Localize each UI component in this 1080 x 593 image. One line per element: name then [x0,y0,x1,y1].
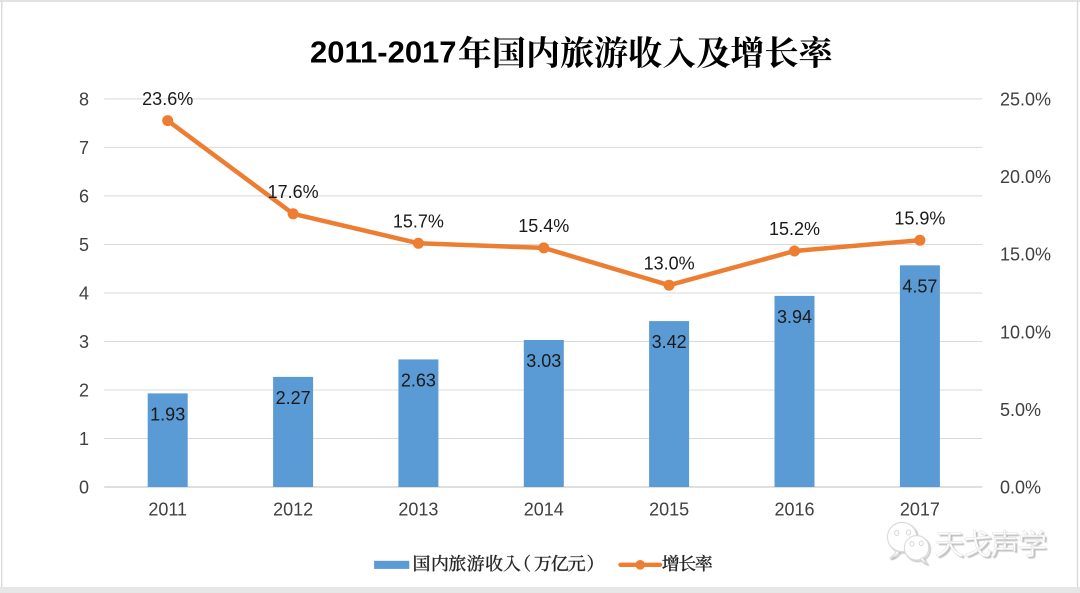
svg-text:1: 1 [79,429,89,449]
svg-text:3.42: 3.42 [652,332,687,352]
svg-text:2016: 2016 [774,500,814,520]
svg-text:23.6%: 23.6% [142,89,193,109]
svg-text:2011: 2011 [148,500,187,520]
svg-text:2013: 2013 [398,500,438,520]
svg-text:7: 7 [79,138,89,158]
svg-text:15.9%: 15.9% [894,208,945,228]
svg-text:5: 5 [79,235,89,255]
svg-text:5.0%: 5.0% [1000,400,1041,420]
svg-text:2.63: 2.63 [401,370,436,390]
svg-text:15.7%: 15.7% [393,212,444,232]
svg-text:3: 3 [79,332,89,352]
svg-text:4: 4 [79,284,89,304]
svg-text:20.0%: 20.0% [1000,167,1051,187]
svg-text:2.27: 2.27 [276,388,311,408]
svg-text:6: 6 [79,186,89,206]
svg-text:1.93: 1.93 [150,404,185,424]
svg-text:0.0%: 0.0% [1000,478,1041,498]
svg-text:15.4%: 15.4% [518,216,569,236]
svg-text:17.6%: 17.6% [268,182,319,202]
svg-text:2012: 2012 [273,500,313,520]
svg-text:4.57: 4.57 [902,276,937,296]
svg-text:2011-2017: 2011-2017 [310,35,457,70]
svg-text:2: 2 [79,381,89,401]
svg-text:2017: 2017 [900,500,940,520]
svg-text:15.0%: 15.0% [1000,245,1051,265]
svg-text:2015: 2015 [649,500,689,520]
svg-text:13.0%: 13.0% [644,253,695,273]
svg-text:2014: 2014 [524,500,564,520]
svg-text:25.0%: 25.0% [1000,89,1051,109]
svg-text:10.0%: 10.0% [1000,322,1051,342]
svg-text:8: 8 [79,89,89,109]
svg-text:15.2%: 15.2% [769,219,820,239]
svg-text:0: 0 [79,478,89,498]
svg-text:3.94: 3.94 [777,307,812,327]
svg-text:3.03: 3.03 [526,351,561,371]
